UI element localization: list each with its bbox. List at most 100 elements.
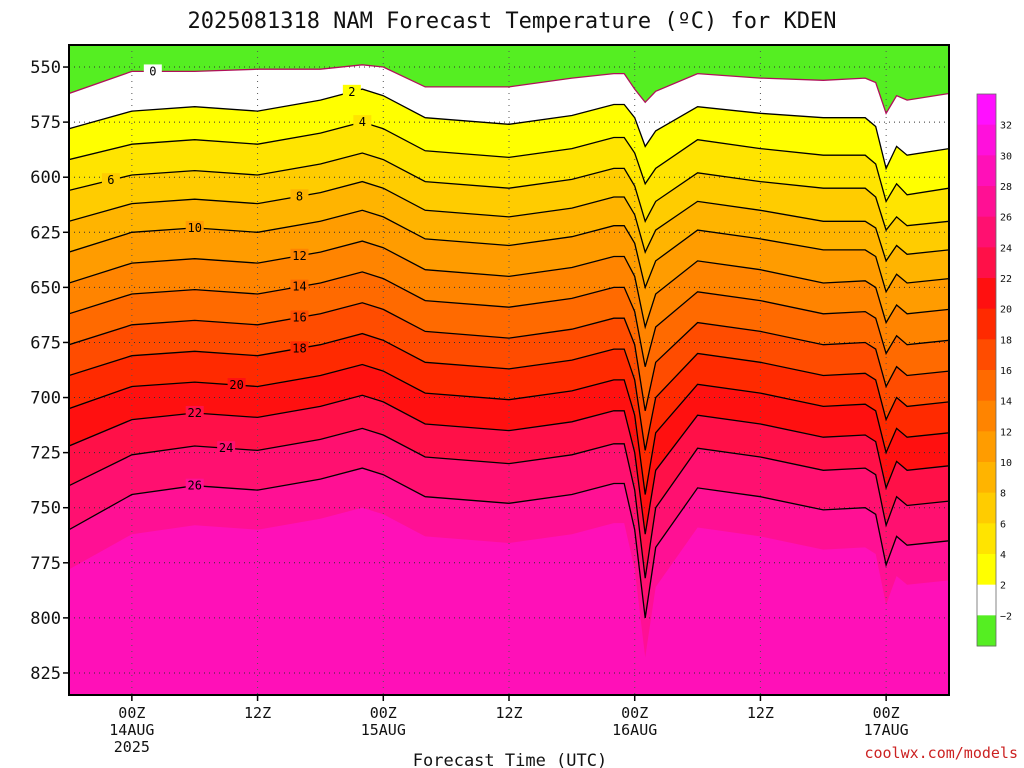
contour-label-text: 22: [187, 406, 201, 420]
contour-line-26: [69, 467, 949, 618]
colorbar-label: 6: [1000, 519, 1006, 530]
colorbar-label: 24: [1000, 243, 1012, 254]
contour-label-text: 24: [219, 441, 233, 455]
contour-label-bg: [185, 478, 204, 492]
contour-label-0: 0: [143, 64, 162, 78]
fill-band-28: [69, 507, 949, 695]
contour-line-4: [69, 121, 949, 204]
x-axis-label: Forecast Time (UTC): [413, 751, 607, 768]
contour-label-8: 8: [290, 189, 309, 203]
x-tick-label: 00Z: [370, 704, 397, 722]
colorbar-segment: [977, 94, 996, 126]
contour-label-bg: [185, 220, 204, 234]
contour-line-2: [69, 88, 949, 171]
contour-label-bg: [101, 173, 120, 187]
contour-label-text: 8: [296, 189, 303, 203]
colorbar-segment: [977, 615, 996, 647]
colorbar-label: 8: [1000, 489, 1006, 500]
x-tick-label: 12Z: [747, 704, 774, 722]
contour-label-text: 18: [292, 341, 306, 355]
contour-line-8: [69, 180, 949, 263]
x-tick-label: 2025: [114, 738, 150, 756]
contour-label-22: 22: [185, 405, 204, 420]
colorbar-segment: [977, 155, 996, 187]
contour-label-bg: [217, 441, 236, 455]
colorbar-label: 16: [1000, 366, 1012, 377]
colorbar-segment: [977, 339, 996, 371]
x-tick-label: 00Z: [621, 704, 648, 722]
colorbar-segment: [977, 554, 996, 586]
contour-label-text: 14: [292, 280, 306, 294]
x-tick-label: 00Z: [873, 704, 900, 722]
y-tick-label: 675: [30, 333, 61, 353]
colorbar-segment: [977, 247, 996, 279]
y-tick-label: 550: [30, 58, 61, 78]
colorbar-frame: [976, 93, 997, 647]
colorbar-label: 28: [1000, 182, 1012, 193]
contour-line-12: [69, 240, 949, 330]
contour-label-16: 16: [290, 310, 309, 324]
contour-label-bg: [342, 84, 361, 98]
y-tick-label: 650: [30, 278, 61, 298]
y-tick-label: 625: [30, 223, 61, 243]
colorbar-segment: [977, 431, 996, 463]
contour-line-0: [69, 64, 949, 115]
contour-line-16: [69, 302, 949, 411]
contour-label-text: 16: [292, 310, 306, 324]
contour-label-4: 4: [353, 115, 372, 129]
colorbar-label: 14: [1000, 397, 1012, 408]
colorbar-segment: [977, 400, 996, 432]
y-tick-label: 825: [30, 664, 61, 684]
contour-label-14: 14: [290, 279, 309, 294]
colorbar-label: 26: [1000, 213, 1012, 224]
x-tick-label: 17AUG: [864, 721, 909, 739]
contour-label-text: 2: [348, 85, 355, 99]
contour-label-bg: [290, 310, 309, 324]
contour-label-24: 24: [217, 441, 236, 455]
contour-line-14: [69, 271, 949, 367]
contour-label-text: 26: [187, 479, 201, 493]
contour-label-18: 18: [290, 341, 309, 355]
colorbar-segment: [977, 462, 996, 494]
contour-label-bg: [227, 378, 246, 392]
site-credit: coolwx.com/models: [864, 744, 1018, 762]
y-tick-label: 775: [30, 554, 61, 574]
x-tick-label: 00Z: [118, 704, 145, 722]
x-tick-label: 16AUG: [612, 721, 657, 739]
colorbar-segment: [977, 370, 996, 402]
contour-label-6: 6: [101, 173, 120, 187]
colorbar-segment: [977, 186, 996, 218]
colorbar-label: 20: [1000, 305, 1012, 316]
colorbar-label: 12: [1000, 427, 1012, 438]
contour-line-10: [69, 209, 949, 294]
contour-label-bg: [290, 189, 309, 203]
contour-label-text: 10: [187, 221, 201, 235]
y-tick-label: 700: [30, 389, 61, 409]
contour-line-20: [69, 363, 949, 495]
x-tick-label: 12Z: [495, 704, 522, 722]
colorbar-label: 32: [1000, 121, 1012, 132]
y-tick-label: 600: [30, 168, 61, 188]
colorbar-label: 18: [1000, 335, 1012, 346]
y-tick-label: 750: [30, 499, 61, 519]
y-tick-label: 725: [30, 444, 61, 464]
colorbar-label: 10: [1000, 458, 1012, 469]
contour-line-22: [69, 394, 949, 535]
colorbar-segment: [977, 492, 996, 524]
contour-label-bg: [185, 405, 204, 419]
contour-label-26: 26: [185, 478, 204, 493]
contour-label-bg: [353, 115, 372, 129]
y-tick-label: 575: [30, 113, 61, 133]
contour-lines: [69, 64, 949, 618]
contour-label-text: 20: [229, 378, 243, 392]
colorbar-label: 30: [1000, 151, 1012, 162]
y-axis: 550 575 600 625 650 675 700 725 750 775 800 825: [30, 58, 69, 684]
chart-title: 2025081318 NAM Forecast Temperature (ºC)…: [187, 9, 836, 34]
contour-label-12: 12: [290, 248, 309, 263]
colorbar-segment: [977, 124, 996, 156]
